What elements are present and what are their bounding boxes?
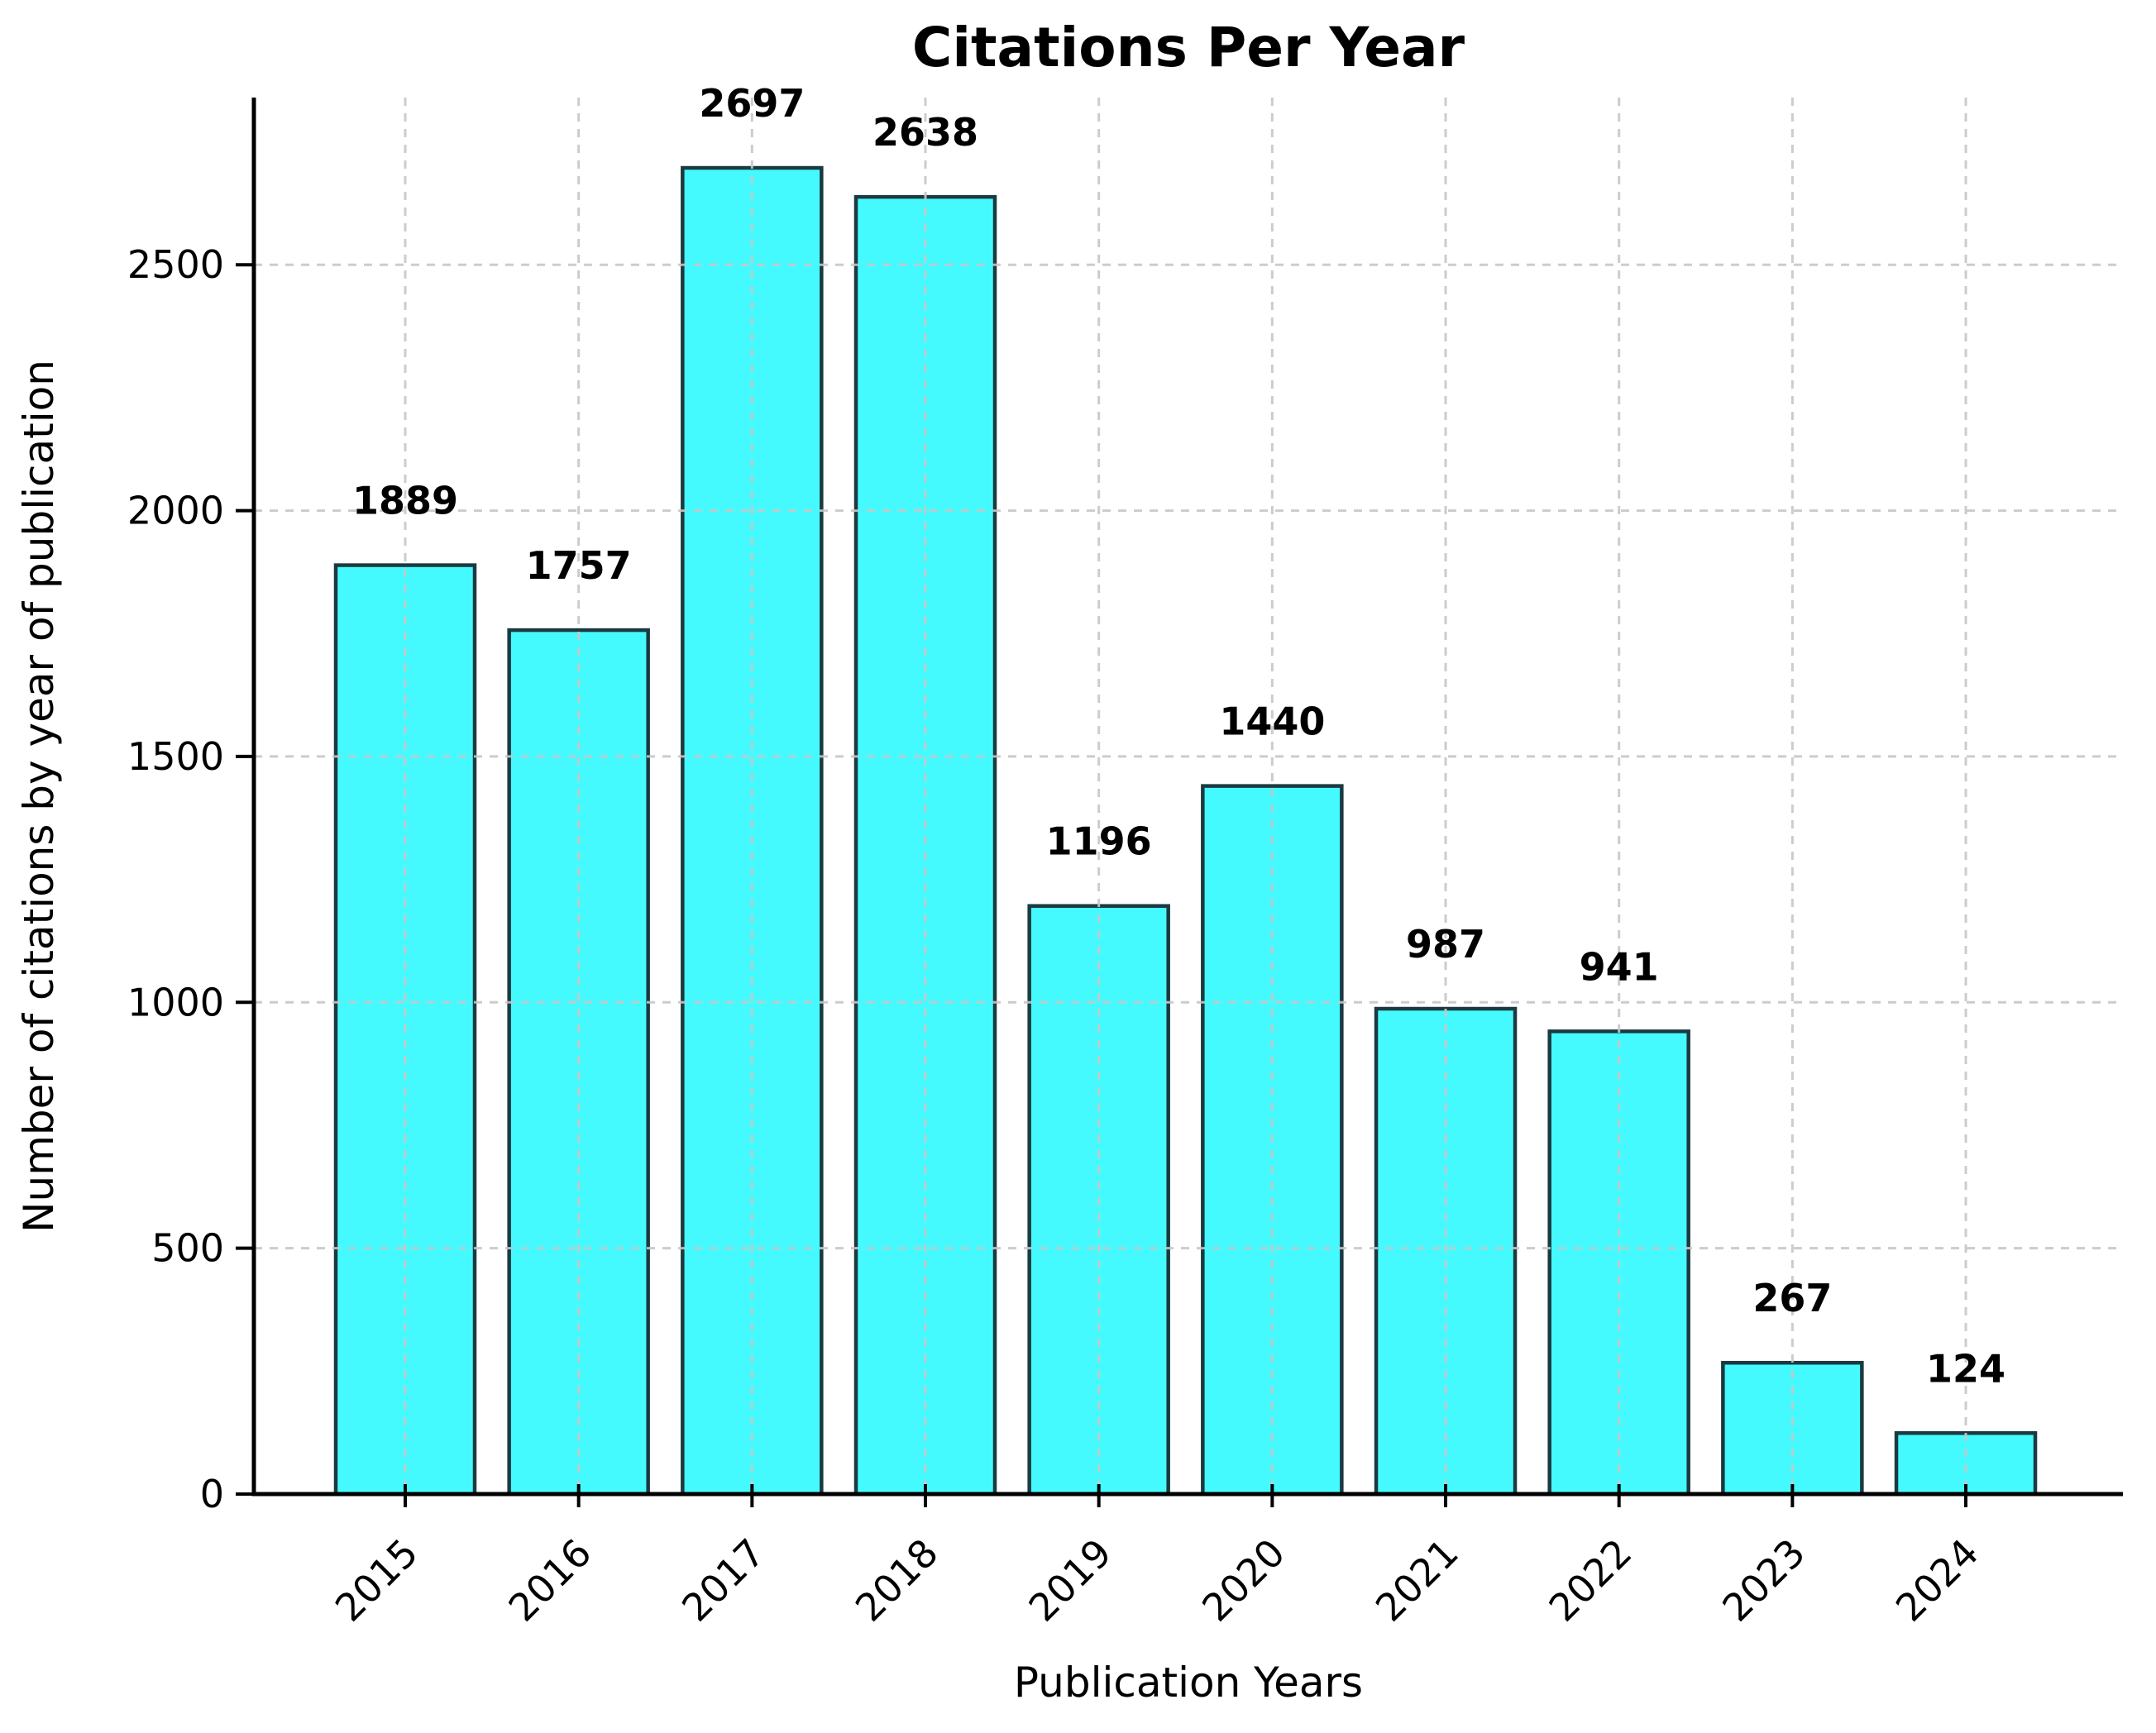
x-tick-label-2022: 2022: [1540, 1530, 1640, 1630]
x-tick-label-2016: 2016: [500, 1530, 600, 1630]
bar-value-label-2016: 1757: [526, 543, 632, 588]
bar-value-label-2020: 1440: [1219, 699, 1325, 744]
x-tick-label-2018: 2018: [847, 1530, 947, 1630]
y-axis-label: Number of citations by year of publicati…: [15, 360, 63, 1233]
y-tick-label-1500: 1500: [127, 734, 224, 779]
bar-value-label-2015: 1889: [352, 479, 458, 523]
x-tick-label-2015: 2015: [327, 1530, 427, 1630]
bar-value-label-2022: 941: [1580, 944, 1659, 989]
x-axis-label: Publication Years: [1014, 1659, 1363, 1707]
bar-value-label-2017: 2697: [699, 81, 805, 126]
x-tick-label-2017: 2017: [673, 1530, 773, 1630]
y-tick-label-2000: 2000: [127, 489, 224, 533]
x-tick-label-2019: 2019: [1020, 1530, 1120, 1630]
x-tick-label-2020: 2020: [1193, 1530, 1293, 1630]
x-tick-label-2024: 2024: [1887, 1530, 1987, 1630]
y-tick-label-0: 0: [200, 1472, 224, 1516]
bar-value-label-2021: 987: [1406, 922, 1485, 967]
bar-value-label-2019: 1196: [1046, 819, 1152, 864]
x-tick-label-2023: 2023: [1714, 1530, 1814, 1630]
bar-2023: [1721, 1360, 1864, 1497]
x-tick-label-2021: 2021: [1367, 1530, 1467, 1630]
chart-title: Citations Per Year: [912, 16, 1465, 79]
y-tick-label-1000: 1000: [127, 980, 224, 1024]
y-tick-label-500: 500: [151, 1226, 224, 1271]
bar-value-label-2024: 124: [1926, 1346, 2005, 1391]
plot-area: 0 500 1000 1500 2000 2500 2015 2016 2017 2018 2019…: [127, 81, 2123, 1630]
bar-value-label-2023: 267: [1752, 1276, 1832, 1320]
y-tick-label-2500: 2500: [127, 242, 224, 287]
bar-value-label-2018: 2638: [872, 110, 978, 155]
